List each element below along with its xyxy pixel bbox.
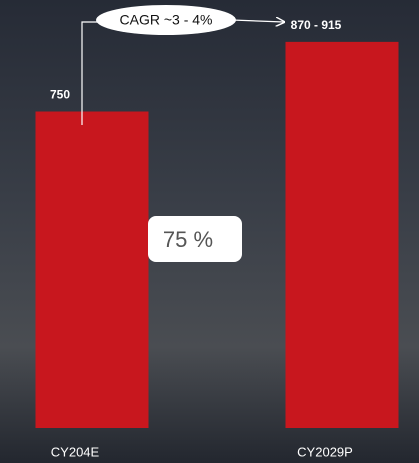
cagr-callout <box>96 5 236 35</box>
bar <box>285 41 399 429</box>
share-callout <box>148 216 242 262</box>
plot-area: 750 CY204E 870 - 915 CY2029P <box>35 18 399 459</box>
bar <box>35 111 149 428</box>
value-label: 870 - 915 <box>291 18 342 32</box>
x-tick-label: CY2029P <box>297 444 353 459</box>
arrow <box>231 20 284 22</box>
cagr-label: CAGR ~3 - 4% <box>120 12 213 28</box>
share-label: 75 % <box>163 227 213 252</box>
x-tick-label: CY204E <box>51 444 100 459</box>
value-label: 750 <box>50 88 70 102</box>
